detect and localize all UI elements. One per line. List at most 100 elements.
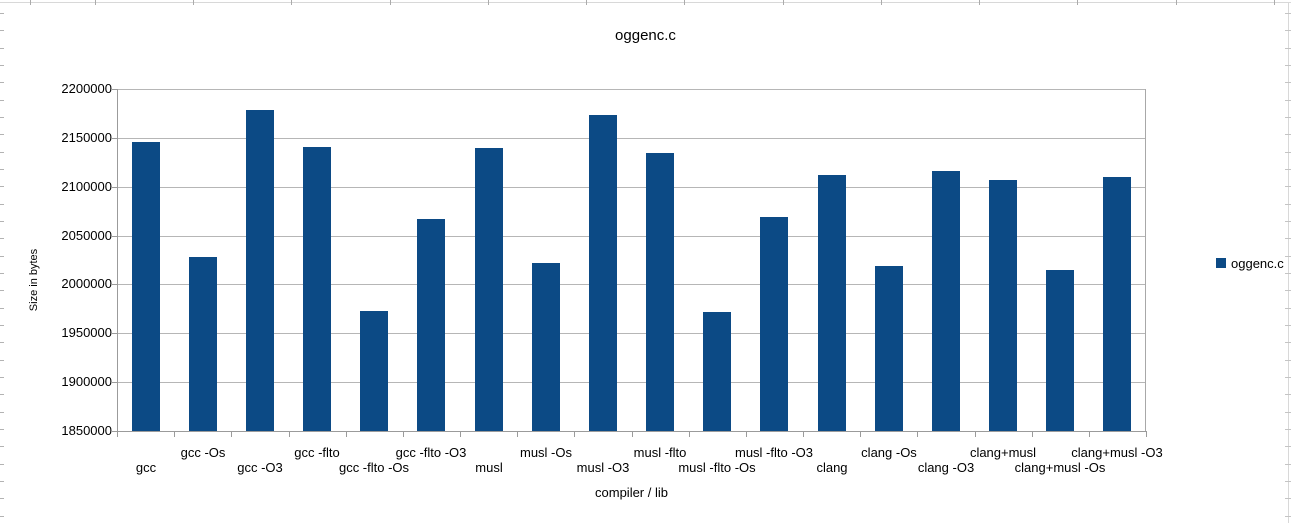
bar-gcc-flto[interactable]	[303, 147, 331, 431]
legend[interactable]: oggenc.c	[1216, 255, 1284, 271]
gridline	[117, 284, 1146, 285]
x-tick-mark	[174, 431, 175, 437]
sheet-row-tick	[1285, 169, 1291, 170]
bar-musl[interactable]	[475, 148, 503, 431]
bar-gcc-flto-os[interactable]	[360, 311, 388, 431]
bar-clang-o3[interactable]	[932, 171, 960, 431]
sheet-column-tick	[1274, 0, 1275, 5]
bar-gcc-flto-o3[interactable]	[417, 219, 445, 431]
x-category-label: musl -flto -Os	[678, 460, 756, 475]
x-tick-mark	[574, 431, 575, 437]
x-category-label: musl	[475, 460, 503, 475]
sheet-row-tick	[1285, 100, 1291, 101]
gridline	[117, 187, 1146, 188]
x-category-label: musl -Os	[520, 445, 572, 460]
x-tick-mark	[289, 431, 290, 437]
sheet-column-tick	[390, 0, 391, 5]
x-tick-mark	[517, 431, 518, 437]
bar-musl-flto[interactable]	[646, 153, 674, 431]
sheet-row-tick	[0, 394, 4, 395]
y-tick-label: 2000000	[61, 276, 112, 291]
x-tick-mark	[231, 431, 232, 437]
x-tick-mark	[746, 431, 747, 437]
y-tick-mark	[112, 431, 117, 432]
x-category-label: musl -flto -O3	[734, 445, 814, 460]
bar-clang+musl[interactable]	[989, 180, 1017, 431]
sheet-column-tick	[193, 0, 194, 5]
sheet-row-tick	[1285, 238, 1291, 239]
sheet-row-tick	[1285, 412, 1291, 413]
x-category-label: clang+musl -Os	[1014, 460, 1106, 475]
sheet-column-tick	[291, 0, 292, 5]
y-tick-mark	[112, 382, 117, 383]
sheet-row-tick	[0, 65, 4, 66]
y-axis-line	[117, 89, 118, 432]
x-category-label: gcc	[135, 460, 157, 475]
x-category-label: musl -O3	[576, 460, 630, 475]
x-tick-mark	[1089, 431, 1090, 437]
sheet-row-tick	[1285, 82, 1291, 83]
y-tick-label: 2050000	[61, 228, 112, 243]
sheet-row-tick	[0, 481, 4, 482]
bar-musl-os[interactable]	[532, 263, 560, 431]
bar-musl-flto-os[interactable]	[703, 312, 731, 431]
sheet-row-tick	[0, 429, 4, 430]
sheet-row-tick	[1285, 13, 1291, 14]
sheet-right-border	[1288, 2, 1289, 523]
sheet-row-tick	[0, 117, 4, 118]
plot-right-border	[1145, 89, 1146, 431]
chart-title: oggenc.c	[615, 27, 676, 44]
gridline	[117, 382, 1146, 383]
sheet-column-tick	[881, 0, 882, 5]
sheet-row-tick	[1285, 360, 1291, 361]
sheet-row-tick	[1285, 516, 1291, 517]
bar-gcc[interactable]	[132, 142, 160, 431]
sheet-row-tick	[0, 169, 4, 170]
x-tick-mark	[1032, 431, 1033, 437]
bar-clang+musl-os[interactable]	[1046, 270, 1074, 431]
sheet-row-tick	[0, 256, 4, 257]
sheet-row-tick	[1285, 481, 1291, 482]
sheet-row-tick	[1285, 308, 1291, 309]
x-category-label: clang+musl -O3	[1071, 445, 1163, 460]
sheet-row-tick	[1285, 117, 1291, 118]
y-tick-mark	[112, 236, 117, 237]
sheet-column-tick	[979, 0, 980, 5]
sheet-row-tick	[0, 134, 4, 135]
sheet-column-tick	[30, 0, 31, 5]
gridline	[117, 333, 1146, 334]
x-category-label: clang	[816, 460, 848, 475]
sheet-row-tick	[1285, 498, 1291, 499]
bar-clang+musl-o3[interactable]	[1103, 177, 1131, 431]
x-tick-mark	[403, 431, 404, 437]
sheet-column-tick	[1077, 0, 1078, 5]
bar-gcc-os[interactable]	[189, 257, 217, 431]
bar-musl-flto-o3[interactable]	[760, 217, 788, 431]
sheet-row-tick	[0, 516, 4, 517]
sheet-row-tick	[0, 325, 4, 326]
y-tick-label: 1850000	[61, 423, 112, 438]
sheet-row-tick	[0, 30, 4, 31]
sheet-row-tick	[0, 464, 4, 465]
bar-clang[interactable]	[818, 175, 846, 431]
sheet-row-tick	[1285, 134, 1291, 135]
sheet-row-tick	[0, 204, 4, 205]
sheet-row-tick	[1285, 464, 1291, 465]
gridline	[117, 138, 1146, 139]
sheet-column-tick	[1176, 0, 1177, 5]
chart-object[interactable]: oggenc.c Size in bytes compiler / lib og…	[0, 6, 1288, 523]
sheet-column-tick	[95, 0, 96, 5]
x-tick-mark	[860, 431, 861, 437]
y-tick-mark	[112, 284, 117, 285]
x-category-label: gcc -O3	[237, 460, 283, 475]
y-tick-label: 2150000	[61, 130, 112, 145]
y-tick-label: 2200000	[61, 81, 112, 96]
sheet-row-tick	[0, 100, 4, 101]
sheet-row-tick	[1285, 342, 1291, 343]
bar-clang-os[interactable]	[875, 266, 903, 431]
bar-gcc-o3[interactable]	[246, 110, 274, 431]
sheet-row-tick	[1285, 325, 1291, 326]
bar-musl-o3[interactable]	[589, 115, 617, 431]
y-tick-label: 1950000	[61, 325, 112, 340]
